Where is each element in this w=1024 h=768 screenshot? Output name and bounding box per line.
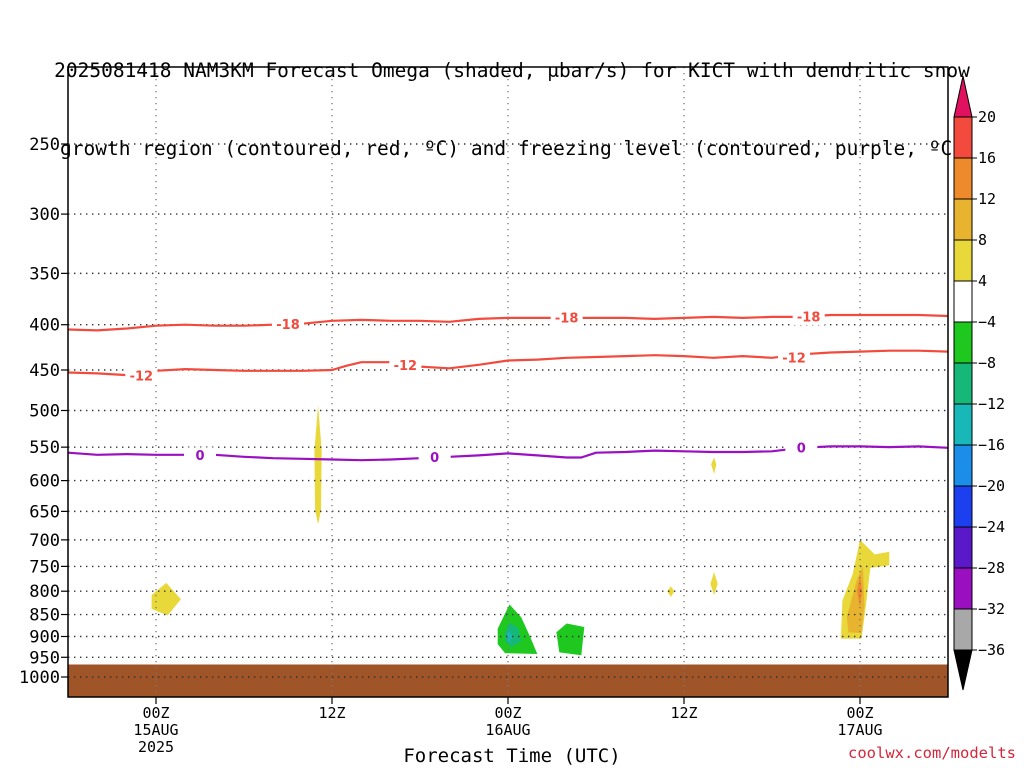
y-tick-label: 600 xyxy=(29,472,60,492)
chart-title-line2: growth region (contoured, red, ºC) and f… xyxy=(60,137,964,160)
omega-shaded-area xyxy=(436,0,452,34)
colorbar-segment xyxy=(953,239,973,282)
y-tick-label: 300 xyxy=(29,205,60,225)
grid-lines xyxy=(68,67,948,697)
colorbar-label: −36 xyxy=(978,641,1005,659)
y-tick-label: 850 xyxy=(29,606,60,626)
contour-label-bg xyxy=(778,349,810,366)
colorbar-label: −4 xyxy=(978,313,996,331)
contour-label-bg xyxy=(792,308,825,325)
colorbar-segment xyxy=(953,198,973,241)
contour-label-bg xyxy=(550,309,583,326)
colorbar-label: 12 xyxy=(978,190,996,208)
contour-label: 0 xyxy=(195,449,204,464)
omega-shaded-area xyxy=(314,405,322,525)
contour-label: -18 xyxy=(555,311,579,326)
contour-label: -18 xyxy=(276,318,300,333)
x-tick-label: 00Z xyxy=(846,704,873,722)
colorbar-segment xyxy=(953,567,973,610)
x-tick-label: 2025 xyxy=(138,738,174,756)
x-tick-label: 00Z xyxy=(142,704,169,722)
y-tick-label: 1000 xyxy=(19,668,60,688)
y-tick-label: 250 xyxy=(29,135,60,155)
contour-label: -12 xyxy=(782,351,806,366)
contour-label-bg xyxy=(184,447,216,464)
omega-shaded-area xyxy=(711,457,717,475)
contour-label-bg xyxy=(418,449,451,466)
colorbar-label: −12 xyxy=(978,395,1005,413)
y-axis-ticks: 2503003504004505005506006507007508008509… xyxy=(19,135,68,688)
colorbar-label: 4 xyxy=(978,272,987,290)
colorbar-label: −28 xyxy=(978,559,1005,577)
contour-label-bg xyxy=(125,367,158,384)
y-tick-label: 450 xyxy=(29,361,60,381)
y-tick-label: 500 xyxy=(29,402,60,422)
colorbar-segment xyxy=(953,526,973,569)
colorbar-label: 16 xyxy=(978,149,996,167)
x-tick-label: 15AUG xyxy=(133,721,178,739)
omega-shaded-area xyxy=(506,630,513,643)
omega-shaded-area xyxy=(667,586,675,597)
contour-label-bg xyxy=(785,439,818,456)
plot-border xyxy=(67,66,949,698)
x-axis-label: Forecast Time (UTC) xyxy=(403,745,621,767)
contour-label: -12 xyxy=(130,369,154,384)
x-tick-label: 00Z xyxy=(494,704,521,722)
chart-title: 2025081418 NAM3KM Forecast Omega (shaded… xyxy=(0,6,1024,188)
x-tick-label: 12Z xyxy=(318,704,345,722)
colorbar-top-arrow xyxy=(953,75,973,118)
colorbar-segment xyxy=(953,116,973,159)
colorbar-bottom-arrow xyxy=(953,649,973,691)
colorbar: 20 16 12 8 4 −4 −8 −12 −16 −20 −24 −28 −32 −36 xyxy=(953,75,1005,691)
omega-shaded-area xyxy=(556,623,585,656)
colorbar-label: −16 xyxy=(978,436,1005,454)
y-tick-label: 650 xyxy=(29,502,60,522)
omega-shaded-area xyxy=(710,572,718,595)
y-tick-label: 700 xyxy=(29,531,60,551)
colorbar-label: −24 xyxy=(978,518,1005,536)
colorbar-label: −32 xyxy=(978,600,1005,618)
colorbar-label: −20 xyxy=(978,477,1005,495)
colorbar-segment xyxy=(953,321,973,364)
y-tick-label: 750 xyxy=(29,557,60,577)
plot-frame xyxy=(67,66,949,698)
contour-lines: -18 -18 -18 -12 -12 -12 0 0 0 xyxy=(68,308,948,466)
contour-label: 0 xyxy=(797,441,806,456)
colorbar-segment xyxy=(953,403,973,446)
colorbar-segment xyxy=(953,157,973,200)
y-tick-label: 350 xyxy=(29,264,60,284)
y-tick-label: 950 xyxy=(29,648,60,668)
colorbar-label: 8 xyxy=(978,231,987,249)
contour-label: -18 xyxy=(797,310,821,325)
contour-label: -12 xyxy=(394,359,418,374)
colorbar-segment xyxy=(953,608,973,651)
contour-label-bg xyxy=(389,357,422,374)
chart-title-line1: 2025081418 NAM3KM Forecast Omega (shaded… xyxy=(54,59,970,82)
x-tick-label: 12Z xyxy=(670,704,697,722)
contour-line xyxy=(68,349,948,377)
omega-shaded-area xyxy=(857,574,863,608)
colorbar-label: −8 xyxy=(978,354,996,372)
omega-shaded-area xyxy=(151,582,181,616)
x-tick-label: 16AUG xyxy=(485,721,530,739)
colorbar-label: 20 xyxy=(978,108,996,126)
y-tick-label: 900 xyxy=(29,627,60,647)
contour-label-bg xyxy=(272,316,304,333)
colorbar-segment xyxy=(953,362,973,405)
x-tick-label: 17AUG xyxy=(837,721,882,739)
colorbar-segment xyxy=(953,485,973,528)
colorbar-segment xyxy=(953,444,973,487)
credit-link[interactable]: coolwx.com/modelts xyxy=(848,744,1016,762)
y-tick-label: 800 xyxy=(29,582,60,602)
shaded-areas xyxy=(151,0,890,656)
contour-label: 0 xyxy=(430,451,439,466)
colorbar-segment xyxy=(953,280,973,323)
y-tick-label: 550 xyxy=(29,438,60,458)
y-tick-label: 400 xyxy=(29,316,60,336)
